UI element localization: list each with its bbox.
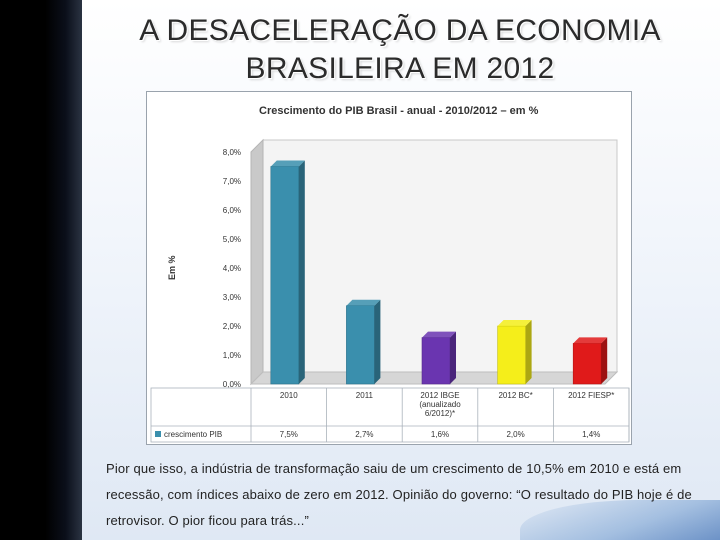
y-tick-label: 1,0% — [223, 351, 241, 360]
slide-title: A DESACELERAÇÃO DA ECONOMIA BRASILEIRA E… — [90, 12, 710, 88]
slide-title-line-2: BRASILEIRA EM 2012 — [245, 52, 555, 85]
y-tick-label: 5,0% — [223, 235, 241, 244]
bar — [270, 166, 300, 385]
slide-title-line-1: A DESACELERAÇÃO DA ECONOMIA — [139, 14, 661, 47]
bar-top — [422, 331, 456, 338]
y-tick-label: 8,0% — [223, 148, 241, 157]
y-axis-label: Em % — [167, 255, 177, 280]
bar-top — [497, 320, 532, 326]
bar-side — [450, 331, 456, 384]
bar — [572, 343, 602, 385]
chart-side-wall — [250, 138, 264, 386]
bar — [497, 325, 526, 385]
x-tick-label: 2012 IBGE (anualizado 6/2012)* — [419, 391, 461, 418]
y-tick-label: 7,0% — [223, 177, 241, 186]
y-tick-label: 6,0% — [223, 206, 241, 215]
data-label: 2,0% — [506, 430, 524, 439]
table-border — [150, 387, 630, 443]
bar-top — [346, 299, 381, 306]
bar — [346, 305, 375, 385]
bar — [421, 337, 451, 385]
x-tick-label: 2012 BC* — [498, 391, 532, 400]
bar-top — [270, 160, 305, 167]
data-label: 1,4% — [582, 430, 600, 439]
bar-side — [298, 160, 305, 384]
y-tick-label: 0,0% — [223, 380, 241, 389]
bar-chart: Crescimento do PIB Brasil - anual - 2010… — [150, 105, 630, 443]
slide-caption: Pior que isso, a indústria de transforma… — [106, 461, 692, 528]
chart-frame: Crescimento do PIB Brasil - anual - 2010… — [146, 91, 632, 445]
bar-top — [573, 337, 608, 344]
data-label: 2,7% — [355, 430, 373, 439]
x-tick-label: 2012 FIESP* — [568, 391, 614, 400]
legend-series-name: crescimento PIB — [164, 430, 222, 439]
y-tick-label: 2,0% — [223, 322, 241, 331]
legend-swatch — [155, 431, 161, 437]
bar-side — [601, 337, 608, 384]
y-tick-label: 3,0% — [223, 293, 241, 302]
x-tick-label: 2011 — [356, 391, 374, 400]
chart-title: Crescimento do PIB Brasil - anual - 2010… — [259, 105, 539, 117]
data-label: 1,6% — [431, 430, 449, 439]
data-label: 7,5% — [280, 430, 298, 439]
bar-side — [525, 320, 532, 384]
data-table: crescimento PIB 2010 7,5% 2011 2,7% 2012 IBGE… — [150, 387, 630, 443]
y-tick-label: 4,0% — [223, 264, 241, 273]
plot-area: 0,0% 1,0% 2,0% 3,0% 4,0% 5,0% 6,0% 7,0% 8,0% — [223, 138, 619, 389]
bar-side — [374, 299, 381, 384]
left-decorative-bar — [0, 0, 82, 540]
x-tick-label: 2010 — [280, 391, 298, 400]
